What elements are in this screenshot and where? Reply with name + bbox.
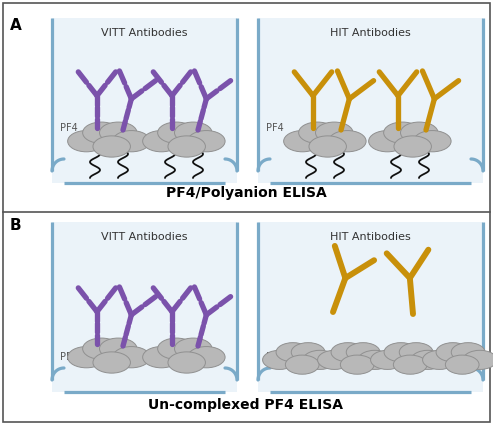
Ellipse shape bbox=[436, 343, 470, 362]
Ellipse shape bbox=[168, 352, 206, 373]
Ellipse shape bbox=[371, 350, 404, 369]
Ellipse shape bbox=[369, 130, 406, 152]
Ellipse shape bbox=[283, 130, 321, 152]
Ellipse shape bbox=[400, 122, 438, 143]
Ellipse shape bbox=[93, 352, 131, 373]
Ellipse shape bbox=[414, 130, 451, 152]
Text: HIT Antibodies: HIT Antibodies bbox=[330, 28, 411, 38]
Ellipse shape bbox=[463, 350, 493, 369]
Ellipse shape bbox=[263, 350, 296, 369]
Ellipse shape bbox=[303, 350, 337, 369]
Ellipse shape bbox=[276, 343, 310, 362]
Text: B: B bbox=[10, 218, 22, 233]
Bar bbox=[52, 222, 237, 392]
Ellipse shape bbox=[309, 136, 347, 157]
Ellipse shape bbox=[112, 130, 150, 152]
Ellipse shape bbox=[100, 338, 137, 359]
Ellipse shape bbox=[384, 122, 421, 143]
Ellipse shape bbox=[384, 343, 418, 362]
Text: A: A bbox=[10, 18, 22, 33]
Ellipse shape bbox=[299, 122, 336, 143]
Ellipse shape bbox=[393, 355, 427, 374]
Ellipse shape bbox=[331, 343, 365, 362]
Ellipse shape bbox=[175, 122, 212, 143]
Text: PF4: PF4 bbox=[60, 352, 78, 362]
Ellipse shape bbox=[168, 136, 206, 157]
Ellipse shape bbox=[451, 343, 485, 362]
Ellipse shape bbox=[394, 136, 431, 157]
Bar bbox=[258, 18, 483, 183]
Ellipse shape bbox=[291, 343, 325, 362]
Text: HIT Antibodies: HIT Antibodies bbox=[330, 232, 411, 242]
Ellipse shape bbox=[399, 343, 433, 362]
Ellipse shape bbox=[285, 355, 319, 374]
Ellipse shape bbox=[445, 355, 479, 374]
Ellipse shape bbox=[317, 350, 352, 369]
Ellipse shape bbox=[100, 122, 137, 143]
Text: PF4/Polyanion ELISA: PF4/Polyanion ELISA bbox=[166, 186, 326, 200]
Ellipse shape bbox=[83, 338, 120, 359]
Text: Un-complexed PF4 ELISA: Un-complexed PF4 ELISA bbox=[148, 398, 344, 412]
Ellipse shape bbox=[83, 122, 120, 143]
Ellipse shape bbox=[112, 346, 150, 368]
Text: PF4: PF4 bbox=[266, 352, 284, 362]
Text: VITT Antibodies: VITT Antibodies bbox=[101, 232, 188, 242]
Ellipse shape bbox=[188, 346, 225, 368]
Ellipse shape bbox=[158, 338, 195, 359]
Bar bbox=[52, 18, 237, 183]
Ellipse shape bbox=[142, 130, 180, 152]
Ellipse shape bbox=[93, 136, 131, 157]
Ellipse shape bbox=[358, 350, 392, 369]
Ellipse shape bbox=[329, 130, 366, 152]
Ellipse shape bbox=[346, 343, 380, 362]
Text: VITT Antibodies: VITT Antibodies bbox=[101, 28, 188, 38]
Ellipse shape bbox=[411, 350, 445, 369]
Ellipse shape bbox=[188, 130, 225, 152]
Ellipse shape bbox=[340, 355, 374, 374]
Text: PF4: PF4 bbox=[266, 123, 284, 133]
Ellipse shape bbox=[68, 130, 105, 152]
Text: PF4: PF4 bbox=[60, 123, 78, 133]
Ellipse shape bbox=[68, 346, 105, 368]
Ellipse shape bbox=[158, 122, 195, 143]
Ellipse shape bbox=[423, 350, 457, 369]
Ellipse shape bbox=[316, 122, 353, 143]
Ellipse shape bbox=[142, 346, 180, 368]
Bar bbox=[258, 222, 483, 392]
Ellipse shape bbox=[175, 338, 212, 359]
